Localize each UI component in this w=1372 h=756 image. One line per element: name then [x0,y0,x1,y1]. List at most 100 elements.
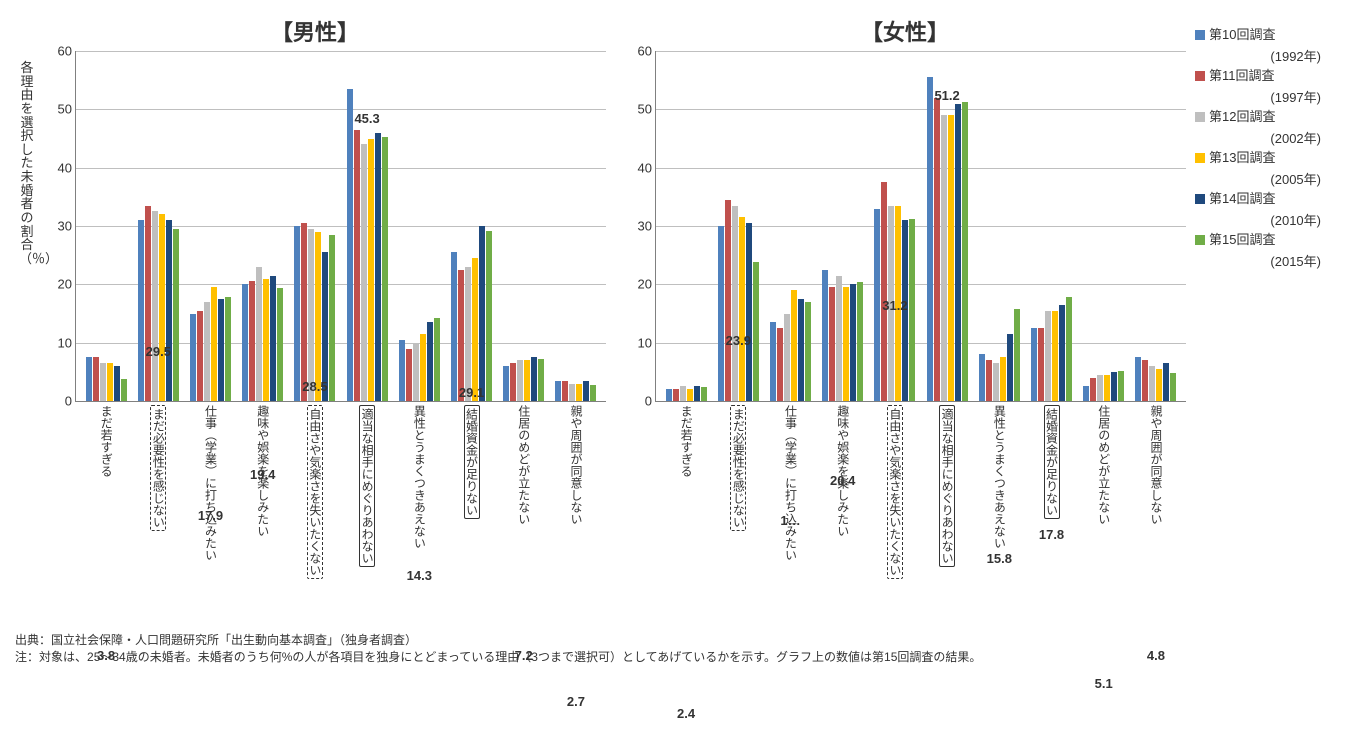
bar [680,386,686,401]
category-label: まだ必要性を感じない [712,401,764,615]
bar [1066,297,1072,401]
bar [270,276,276,401]
legend-label: 第10回調査 [1209,25,1275,45]
bar [173,229,179,401]
category-label: 仕事（学業）に打ち込みたい [764,401,816,615]
bar [881,182,887,401]
ytick: 60 [46,44,72,59]
category-label: 結婚資金が足りない [1025,401,1077,615]
charts-row: 【男性】 各理由を選択した未婚者の割合（％） 01020304050603.82… [15,15,1357,402]
bar [524,360,530,401]
bar [242,284,248,401]
bar [472,258,478,401]
value-label: 2.4 [677,706,695,721]
legend-item: 第12回調査 [1195,107,1325,127]
bar [138,220,144,401]
ytick: 10 [46,335,72,350]
category-group: 17.8 [1025,297,1077,401]
bar [399,340,405,401]
bars-area: 2.423.91…20.431.251.215.817.85.14.8 [660,51,1182,401]
bar [874,209,880,402]
bar [294,226,300,401]
bar [145,206,151,401]
legend-item: 第11回調査 [1195,66,1325,86]
category-label: 趣味や娯楽を楽しみたい [237,401,289,615]
value-label: 31.2 [882,298,907,313]
category-group: 17.9 [184,287,236,401]
legend-sublabel: (2002年) [1195,129,1325,149]
bar [725,200,731,401]
bar [434,318,440,401]
value-label: 51.2 [934,88,959,103]
category-label: 自由さや気楽さを失いたくない [869,401,921,615]
bar [732,206,738,401]
yaxis-title-male: 各理由を選択した未婚者の割合（％） [19,61,35,266]
bar [1149,366,1155,401]
bar [517,360,523,401]
bar [1000,357,1006,401]
bar [673,389,679,401]
bar [909,219,915,401]
bar [829,287,835,401]
bar [1014,309,1020,401]
value-label: 3.8 [97,648,115,663]
category-group: 2.4 [660,386,712,401]
legend-swatch [1195,153,1205,163]
bar [590,385,596,401]
bar [1007,334,1013,401]
category-group: 5.1 [1078,371,1130,401]
bar [1090,378,1096,401]
category-group: 1… [764,290,816,401]
bar [420,334,426,401]
source-line: 出典： 国立社会保障・人口問題研究所「出生動向基本調査」（独身者調査） [15,632,1357,649]
bar [1156,369,1162,401]
legend-swatch [1195,71,1205,81]
legend-sublabel: (1992年) [1195,47,1325,67]
bar [225,297,231,401]
bars-area: 3.829.517.919.428.545.314.329.17.22.7 [80,51,602,401]
bar [850,284,856,401]
ytick: 20 [626,277,652,292]
bar [368,139,374,402]
bar [1038,328,1044,401]
category-group: 19.4 [237,267,289,401]
bar [347,89,353,401]
source-text: 国立社会保障・人口問題研究所「出生動向基本調査」（独身者調査） [51,632,417,649]
category-group: 15.8 [973,309,1025,401]
bar [694,386,700,401]
bar [107,363,113,401]
category-group: 14.3 [393,318,445,401]
bar [1083,386,1089,401]
bar [1163,363,1169,401]
bar [100,363,106,401]
bar [1111,372,1117,401]
bar [538,359,544,401]
ytick: 30 [46,219,72,234]
category-group: 2.7 [550,381,602,401]
bar [277,288,283,401]
bar [576,384,582,402]
bar [503,366,509,401]
bar [569,384,575,402]
ytick: 50 [46,102,72,117]
bar [166,220,172,401]
bar [822,270,828,401]
bar [753,262,759,401]
ytick: 30 [626,219,652,234]
bar [249,281,255,401]
category-label: 適当な相手にめぐりあわない [921,401,973,615]
bar [805,302,811,401]
bar [121,379,127,401]
bar [791,290,797,401]
bar [451,252,457,401]
bar [1059,305,1065,401]
plot-male: 01020304050603.829.517.919.428.545.314.3… [75,51,606,402]
bar [114,366,120,401]
bar [1135,357,1141,401]
bar [315,232,321,401]
bar [784,314,790,402]
note-prefix: 注： [15,649,39,666]
bar [687,389,693,401]
bar [427,322,433,401]
bar [962,102,968,401]
